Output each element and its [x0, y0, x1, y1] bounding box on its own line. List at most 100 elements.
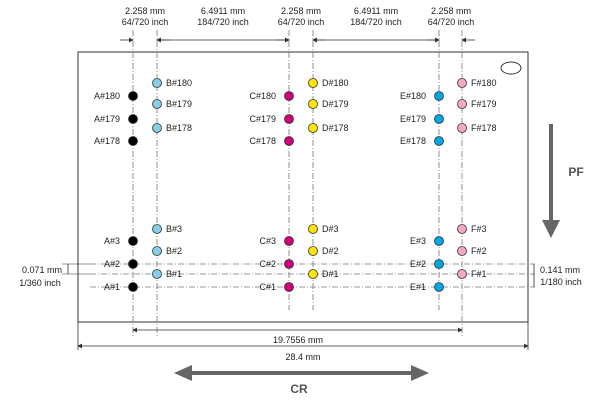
- right-dimension: 0.141 mm 1/180 inch: [533, 264, 582, 287]
- dim-de-inch: 184/720 inch: [350, 17, 402, 27]
- nozzle-label-b-3: B#3: [166, 224, 182, 234]
- nozzle-label-e-4: E#2: [410, 259, 426, 269]
- nozzle-label-c-2: C#178: [249, 136, 276, 146]
- nozzle-label-d-0: D#180: [322, 78, 349, 88]
- dim-ab-inch: 64/720 inch: [122, 17, 169, 27]
- nozzle-label-f-1: F#179: [471, 99, 497, 109]
- nozzle-label-e-5: E#1: [410, 282, 426, 292]
- nozzle-b-3: [152, 224, 162, 234]
- dim-ef-inch: 64/720 inch: [428, 17, 475, 27]
- dim-bc-inch: 184/720 inch: [197, 17, 249, 27]
- cr-label: CR: [290, 382, 308, 396]
- nozzle-c-3: [284, 236, 294, 246]
- nozzle-label-e-1: E#179: [400, 114, 426, 124]
- nozzle-label-f-5: F#1: [471, 269, 487, 279]
- left-dim-mm: 0.071 mm: [22, 265, 62, 275]
- nozzle-b-1: [152, 99, 162, 109]
- nozzle-rows: A#180 A#179 A#178 A#3 A#2 A#1 B#180 B#179 B#178 B…: [94, 78, 497, 292]
- nozzle-label-a-5: A#1: [104, 282, 120, 292]
- nozzle-label-b-2: B#178: [166, 123, 192, 133]
- nozzle-label-d-2: D#178: [322, 123, 349, 133]
- nozzle-label-b-1: B#179: [166, 99, 192, 109]
- nozzle-b-4: [152, 246, 162, 256]
- nozzle-label-f-3: F#3: [471, 224, 487, 234]
- nozzle-a-2: [128, 136, 138, 146]
- nozzle-f-4: [457, 246, 467, 256]
- nozzle-label-c-0: C#180: [249, 91, 276, 101]
- nozzle-label-a-2: A#178: [94, 136, 120, 146]
- nozzle-label-f-0: F#180: [471, 78, 497, 88]
- nozzle-d-5: [308, 269, 318, 279]
- right-dim-mm: 0.141 mm: [540, 265, 580, 275]
- nozzle-d-3: [308, 224, 318, 234]
- nozzle-label-d-3: D#3: [322, 224, 339, 234]
- bottom-inner-dim: 19.7556 mm: [273, 335, 323, 345]
- nozzle-label-b-0: B#180: [166, 78, 192, 88]
- nozzle-label-d-5: D#1: [322, 269, 339, 279]
- nozzle-label-c-5: C#1: [259, 282, 276, 292]
- nozzle-a-0: [128, 91, 138, 101]
- nozzle-d-0: [308, 78, 318, 88]
- nozzle-label-c-4: C#2: [259, 259, 276, 269]
- nozzle-b-2: [152, 123, 162, 133]
- nozzle-c-5: [284, 282, 294, 292]
- dim-de-mm: 6.4911 mm: [354, 6, 398, 16]
- pf-arrow: [542, 124, 560, 238]
- nozzle-label-c-1: C#179: [249, 114, 276, 124]
- nozzle-c-4: [284, 259, 294, 269]
- dim-cd-mm: 2.258 mm: [281, 6, 321, 16]
- nozzle-a-1: [128, 114, 138, 124]
- nozzle-label-a-3: A#3: [104, 236, 120, 246]
- nozzle-f-0: [457, 78, 467, 88]
- left-dimension: 0.071 mm 1/360 inch: [19, 263, 90, 288]
- nozzle-e-1: [434, 114, 444, 124]
- right-dim-inch: 1/180 inch: [540, 277, 582, 287]
- nozzle-e-3: [434, 236, 444, 246]
- nozzle-label-a-1: A#179: [94, 114, 120, 124]
- nozzle-label-d-4: D#2: [322, 246, 339, 256]
- head-outline: [77, 51, 529, 323]
- left-dim-inch: 1/360 inch: [19, 278, 61, 288]
- nozzle-label-b-4: B#2: [166, 246, 182, 256]
- nozzle-c-1: [284, 114, 294, 124]
- nozzle-f-1: [457, 99, 467, 109]
- bottom-outer-dim: 28.4 mm: [285, 352, 320, 362]
- nozzle-label-d-1: D#179: [322, 99, 349, 109]
- nozzle-label-a-0: A#180: [94, 91, 120, 101]
- nozzle-a-4: [128, 259, 138, 269]
- nozzle-f-2: [457, 123, 467, 133]
- dim-ab-mm: 2.258 mm: [125, 6, 165, 16]
- nozzle-e-0: [434, 91, 444, 101]
- nozzle-label-e-3: E#3: [410, 236, 426, 246]
- nozzle-d-1: [308, 99, 318, 109]
- nozzle-b-0: [152, 78, 162, 88]
- nozzle-label-b-5: B#1: [166, 269, 182, 279]
- nozzle-d-2: [308, 123, 318, 133]
- bottom-dimensions: [77, 322, 529, 350]
- top-dimension-labels: 2.258 mm 64/720 inch 6.4911 mm 184/720 i…: [122, 6, 475, 27]
- nozzle-label-c-3: C#3: [259, 236, 276, 246]
- nozzle-label-e-0: E#180: [400, 91, 426, 101]
- cr-arrow: [174, 365, 429, 381]
- nozzle-a-3: [128, 236, 138, 246]
- nozzle-label-f-4: F#2: [471, 246, 487, 256]
- nozzle-f-3: [457, 224, 467, 234]
- nozzle-label-a-4: A#2: [104, 259, 120, 269]
- nozzle-c-0: [284, 91, 294, 101]
- nozzle-e-5: [434, 282, 444, 292]
- nozzle-label-e-2: E#178: [400, 136, 426, 146]
- head-oval-mark: [500, 61, 522, 75]
- nozzle-label-f-2: F#178: [471, 123, 497, 133]
- dim-ef-mm: 2.258 mm: [431, 6, 471, 16]
- nozzle-f-5: [457, 269, 467, 279]
- nozzle-a-5: [128, 282, 138, 292]
- dim-cd-inch: 64/720 inch: [278, 17, 325, 27]
- pf-label: PF: [568, 165, 583, 179]
- nozzle-e-2: [434, 136, 444, 146]
- nozzle-d-4: [308, 246, 318, 256]
- nozzle-b-5: [152, 269, 162, 279]
- nozzle-c-2: [284, 136, 294, 146]
- dim-bc-mm: 6.4911 mm: [201, 6, 245, 16]
